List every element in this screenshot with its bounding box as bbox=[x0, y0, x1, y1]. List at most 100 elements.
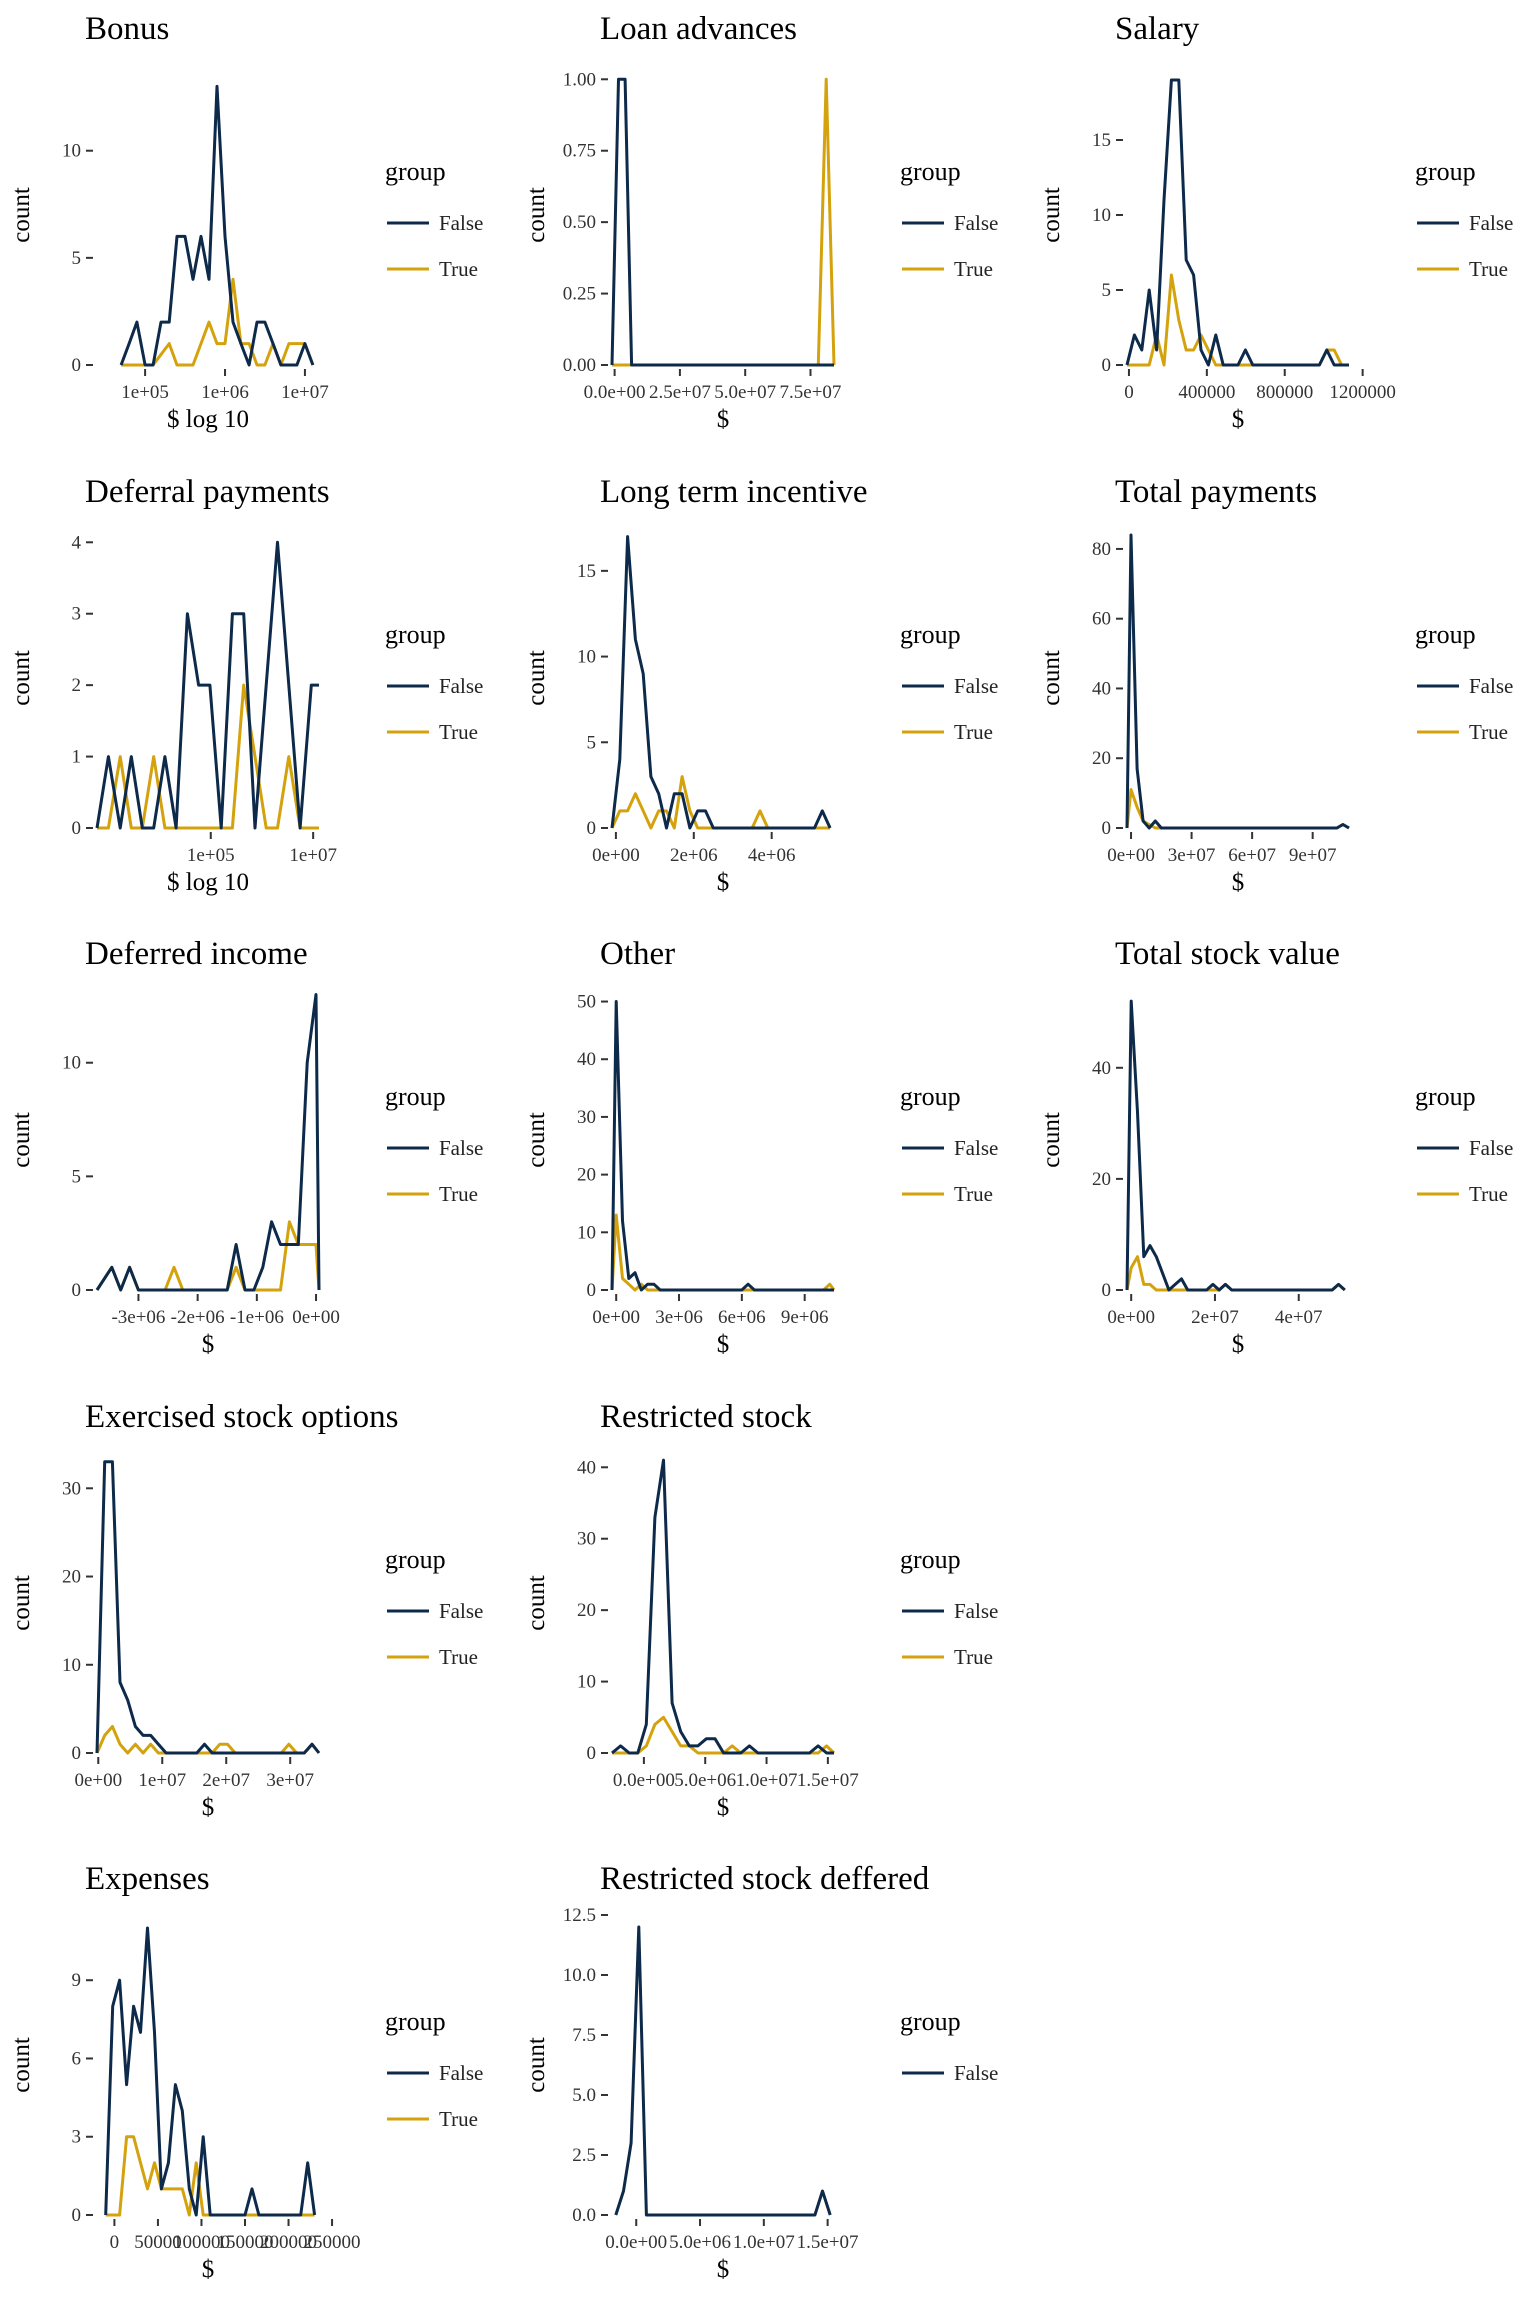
legend-label: False bbox=[954, 2061, 998, 2085]
y-tick-label: 2 bbox=[72, 675, 82, 696]
y-tick-label: 4 bbox=[72, 532, 82, 553]
chart-title: Deferred income bbox=[85, 936, 308, 972]
legend-label: True bbox=[954, 257, 993, 281]
x-tick-label: 2.5e+07 bbox=[649, 382, 711, 403]
chart-title: Total stock value bbox=[1115, 936, 1340, 972]
x-tick-label: 0.0e+00 bbox=[584, 382, 646, 403]
x-tick-label: 1.5e+07 bbox=[797, 1770, 859, 1791]
y-tick-label: 10 bbox=[577, 1672, 596, 1693]
legend-title: group bbox=[1415, 1082, 1476, 1111]
y-tick-label: 40 bbox=[577, 1049, 596, 1070]
y-tick-label: 0 bbox=[587, 1280, 597, 1301]
x-tick-label: 0e+00 bbox=[592, 845, 640, 866]
y-tick-label: 80 bbox=[1092, 539, 1111, 560]
y-axis-label: count bbox=[523, 650, 550, 706]
x-tick-label: 2e+06 bbox=[670, 845, 718, 866]
y-tick-label: 10 bbox=[62, 141, 81, 162]
chart-title: Other bbox=[600, 936, 675, 972]
chart-panel: Exercised stock options 0 10 20 30 0e+00 1e+07… bbox=[8, 1399, 483, 1821]
legend-label: True bbox=[439, 2107, 478, 2131]
legend-title: group bbox=[900, 1545, 961, 1574]
legend-label: False bbox=[954, 674, 998, 698]
legend-label: False bbox=[954, 211, 998, 235]
x-tick-label: 0e+00 bbox=[1107, 1307, 1155, 1328]
series-line-true bbox=[97, 683, 319, 830]
x-tick-label: 9e+06 bbox=[781, 1307, 829, 1328]
y-tick-label: 12.5 bbox=[563, 1905, 596, 1926]
y-axis-label: count bbox=[1038, 1112, 1065, 1168]
legend-title: group bbox=[385, 1082, 446, 1111]
legend-title: group bbox=[385, 1545, 446, 1574]
legend-label: True bbox=[439, 257, 478, 281]
legend-label: True bbox=[439, 1645, 478, 1669]
chart-panel: Deferral payments 0 1 2 3 4 1e+05 1e+07 $ log 10… bbox=[8, 474, 483, 896]
series-line-false bbox=[95, 540, 319, 830]
x-tick-label: 0e+00 bbox=[74, 1770, 122, 1791]
x-tick-label: 0.0e+00 bbox=[613, 1770, 675, 1791]
x-tick-label: 1e+07 bbox=[281, 382, 329, 403]
y-tick-label: 10.0 bbox=[563, 1965, 596, 1986]
x-tick-label: 0.0e+00 bbox=[605, 2232, 667, 2253]
x-tick-label: 7.5e+07 bbox=[780, 382, 842, 403]
y-tick-label: 20 bbox=[577, 1165, 596, 1186]
x-tick-label: 1e+05 bbox=[187, 845, 235, 866]
y-tick-label: 7.5 bbox=[572, 2025, 596, 2046]
series-line-false bbox=[1125, 533, 1350, 830]
y-tick-label: 10 bbox=[62, 1655, 81, 1676]
x-tick-label: 1e+05 bbox=[121, 382, 169, 403]
y-tick-label: 15 bbox=[1092, 130, 1111, 151]
y-tick-label: 3 bbox=[72, 2127, 82, 2148]
series-line-false bbox=[95, 993, 321, 1292]
legend-title: group bbox=[900, 157, 961, 186]
series-line-false bbox=[610, 535, 832, 830]
legend-title: group bbox=[385, 620, 446, 649]
x-axis-label: $ bbox=[717, 406, 730, 433]
chart-panel: Salary 0 5 10 15 0 400000 800000 1200000 $ count gr… bbox=[1038, 11, 1513, 433]
legend-title: group bbox=[900, 1082, 961, 1111]
x-tick-label: 0e+00 bbox=[292, 1307, 340, 1328]
chart-panel: Expenses 0 3 6 9 0 500001000001500002000002500… bbox=[8, 1861, 483, 2283]
x-tick-label: 100000 bbox=[173, 2232, 230, 2253]
x-tick-label: 9e+07 bbox=[1289, 845, 1337, 866]
y-axis-label: count bbox=[8, 187, 35, 243]
chart-panel: Restricted stock deffered 0.0 2.5 5.0 7.5 10.… bbox=[523, 1861, 998, 2283]
y-axis-label: count bbox=[1038, 187, 1065, 243]
series-line-false bbox=[1125, 999, 1346, 1292]
y-tick-label: 30 bbox=[577, 1107, 596, 1128]
x-tick-label: 200000 bbox=[260, 2232, 317, 2253]
y-tick-label: 5 bbox=[72, 248, 82, 269]
series-line-true bbox=[1125, 788, 1350, 830]
y-tick-label: 40 bbox=[577, 1457, 596, 1478]
y-tick-label: 0.50 bbox=[563, 212, 596, 233]
x-tick-label: 5.0e+06 bbox=[674, 1770, 736, 1791]
chart-title: Bonus bbox=[85, 11, 169, 47]
series-line-true bbox=[95, 1220, 321, 1292]
series-line-false bbox=[611, 1458, 834, 1755]
chart-title: Expenses bbox=[85, 1861, 210, 1897]
x-axis-label: $ log 10 bbox=[167, 869, 249, 896]
x-axis-label: $ bbox=[717, 1794, 730, 1821]
legend-label: False bbox=[439, 1599, 483, 1623]
x-tick-label: 4e+06 bbox=[748, 845, 796, 866]
y-tick-label: 10 bbox=[62, 1053, 81, 1074]
legend-label: True bbox=[439, 720, 478, 744]
y-tick-label: 6 bbox=[72, 2048, 82, 2069]
series-line-false bbox=[610, 77, 834, 367]
y-tick-label: 2.5 bbox=[572, 2145, 596, 2166]
y-tick-label: 30 bbox=[577, 1529, 596, 1550]
legend-title: group bbox=[1415, 620, 1476, 649]
y-tick-label: 0.0 bbox=[572, 2205, 596, 2226]
x-axis-label: $ bbox=[1232, 869, 1245, 896]
y-tick-label: 0 bbox=[72, 355, 82, 376]
x-tick-label: 5.0e+06 bbox=[669, 2232, 731, 2253]
x-tick-label: 2e+07 bbox=[1191, 1307, 1239, 1328]
y-tick-label: 20 bbox=[62, 1567, 81, 1588]
x-tick-label: -3e+06 bbox=[111, 1307, 165, 1328]
y-tick-label: 20 bbox=[1092, 1169, 1111, 1190]
x-axis-label: $ bbox=[717, 2256, 730, 2283]
y-tick-label: 0.00 bbox=[563, 355, 596, 376]
series-line-true bbox=[610, 775, 831, 830]
x-tick-label: 150000 bbox=[217, 2232, 274, 2253]
legend-label: False bbox=[439, 1136, 483, 1160]
